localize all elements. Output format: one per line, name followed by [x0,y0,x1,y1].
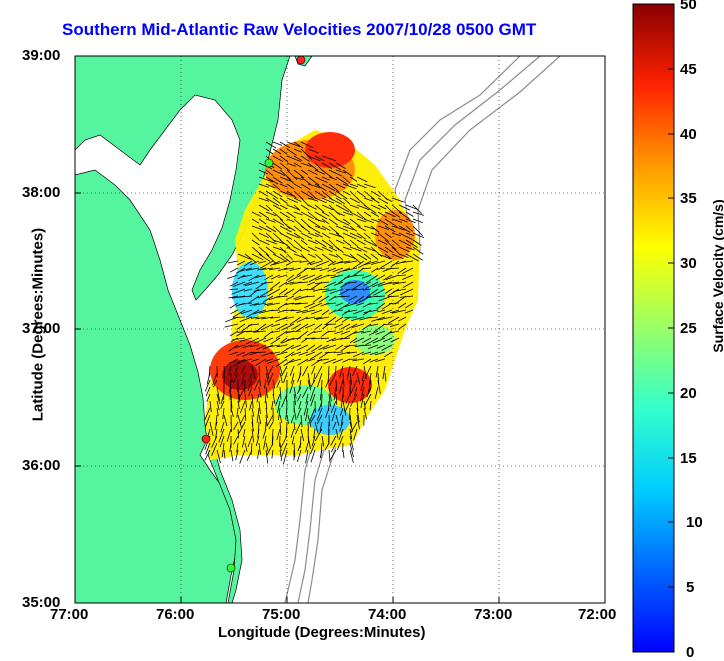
colorbar-tick-label: 45 [680,61,697,78]
colorbar-tick-label: 0 [686,644,694,661]
x-tick-label: 75:00 [262,606,300,623]
velocity-vector [334,352,343,353]
y-tick-label: 36:00 [22,457,60,474]
y-tick-label: 39:00 [22,47,60,64]
site-marker [297,56,305,64]
colorbar-tick-label: 30 [680,255,697,272]
colorbar-tick-label: 5 [686,579,694,596]
colorbar-tick-label: 15 [680,450,697,467]
site-marker [202,435,210,443]
site-marker [227,564,235,572]
colorbar [633,4,674,652]
y-tick-label: 35:00 [22,594,60,611]
site-marker [265,159,273,167]
x-tick-label: 74:00 [368,606,406,623]
colorbar-tick-label: 35 [680,190,697,207]
colorbar-tick-label: 50 [680,0,697,13]
velocity-vector [230,289,238,290]
x-axis-label: Longitude (Degrees:Minutes) [218,624,426,641]
y-tick-label: 38:00 [22,184,60,201]
x-tick-label: 76:00 [156,606,194,623]
x-tick-label: 73:00 [474,606,512,623]
colorbar-tick-label: 10 [686,514,703,531]
y-axis-label: Latitude (Degrees:Minutes) [30,225,47,425]
velocity-vector [322,394,323,407]
colorbar-tick-label: 20 [680,385,697,402]
colorbar-tick-label: 25 [680,320,697,337]
colorbar-tick-label: 40 [680,126,697,143]
x-tick-label: 72:00 [578,606,616,623]
colorbar-label: Surface Velocity (cm/s) [710,176,724,376]
